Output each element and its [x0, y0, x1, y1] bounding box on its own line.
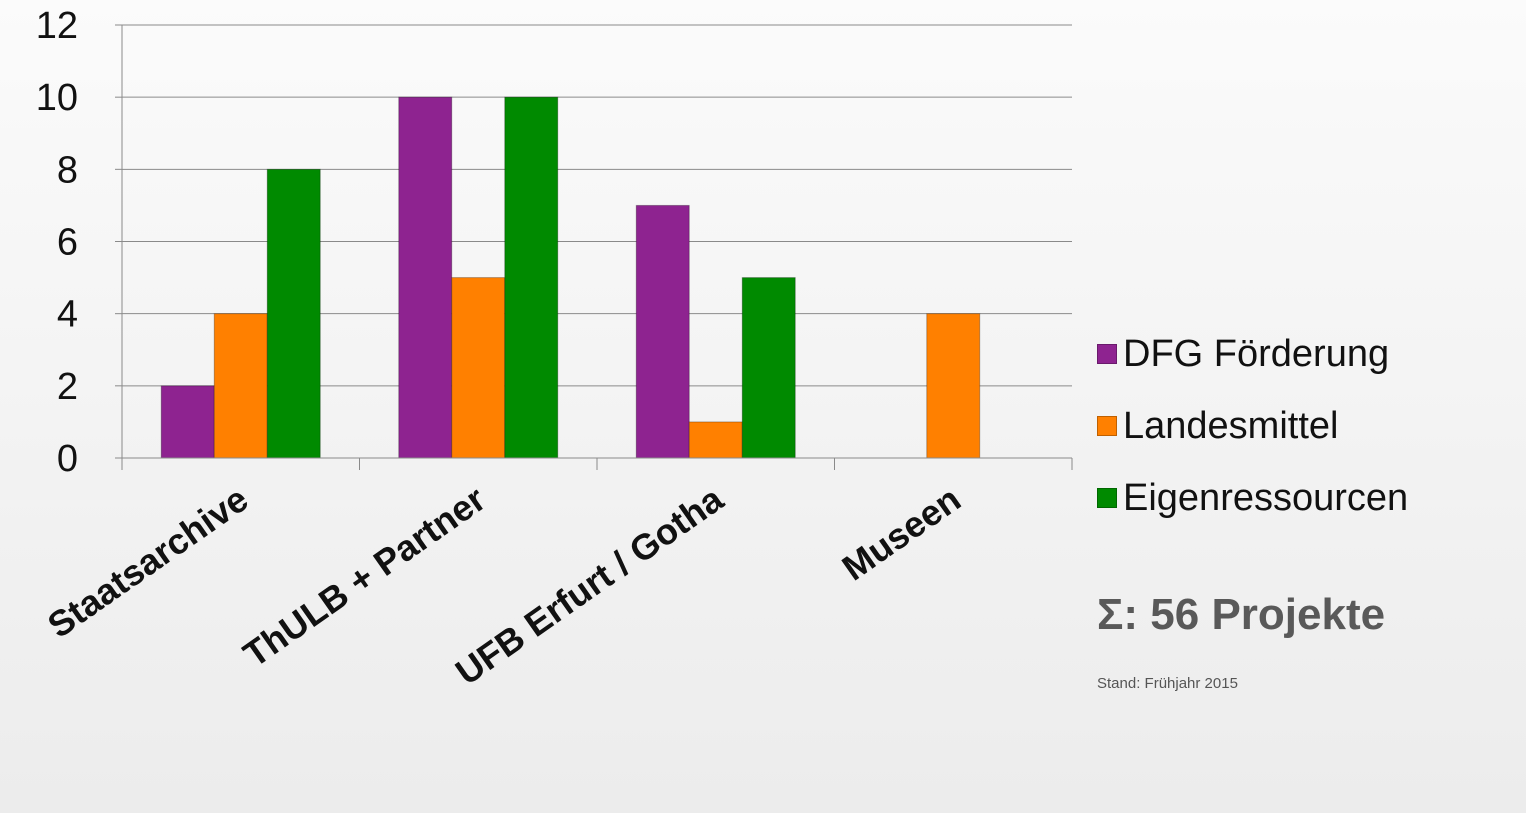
legend-swatch — [1097, 344, 1117, 364]
project-total: Σ: 56 Projekte — [1097, 590, 1386, 639]
bar-1-2 — [504, 96, 559, 459]
legend-label: Landesmittel — [1123, 404, 1339, 447]
bar-0-2 — [266, 168, 321, 459]
bar-0-0 — [160, 385, 215, 459]
y-tick-label: 0 — [57, 438, 78, 480]
legend-item-dfg: DFG Förderung — [1097, 318, 1408, 390]
y-tick-label: 8 — [57, 149, 78, 191]
y-tick-label: 4 — [57, 294, 78, 336]
bar-2-1 — [688, 421, 743, 459]
legend-swatch — [1097, 488, 1117, 508]
legend: DFG Förderung Landesmittel Eigenressourc… — [1097, 318, 1408, 534]
axes — [121, 25, 1073, 470]
bar-1-1 — [451, 277, 506, 459]
legend-label: DFG Förderung — [1123, 332, 1390, 375]
bar-0-1 — [213, 313, 268, 459]
y-tick-label: 12 — [36, 5, 78, 47]
legend-label: Eigenressourcen — [1123, 476, 1409, 519]
y-tick-label: 6 — [57, 222, 78, 264]
bar-1-0 — [398, 96, 453, 459]
x-category-label: Staatsarchive — [40, 478, 255, 646]
x-category-label: ThULB + Partner — [236, 478, 493, 675]
bars — [160, 96, 981, 459]
status-note: Stand: Frühjahr 2015 — [1097, 675, 1238, 692]
bar-2-2 — [741, 277, 796, 459]
legend-item-eigenressourcen: Eigenressourcen — [1097, 462, 1408, 534]
x-category-label: Museen — [835, 478, 968, 588]
y-tick-label: 2 — [57, 366, 78, 408]
bar-2-0 — [635, 204, 690, 459]
legend-swatch — [1097, 416, 1117, 436]
bar-3-1 — [926, 313, 981, 459]
legend-item-landesmittel: Landesmittel — [1097, 390, 1408, 462]
y-axis-ticks: 0 2 4 6 8 10 12 — [36, 5, 122, 480]
y-tick-label: 10 — [36, 77, 78, 119]
